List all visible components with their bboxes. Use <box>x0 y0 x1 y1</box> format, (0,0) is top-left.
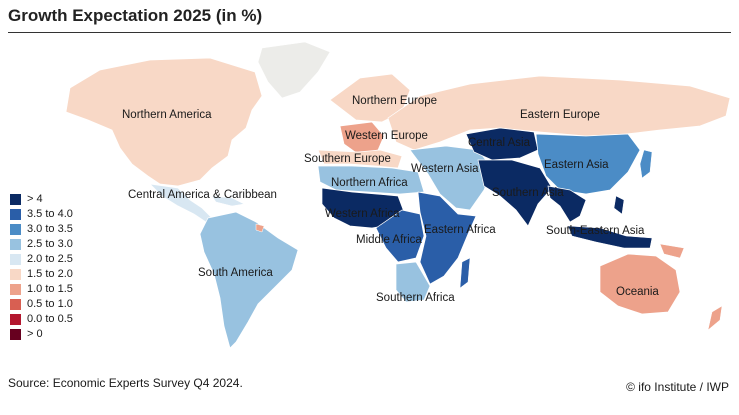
label-southern-africa: Southern Africa <box>376 292 455 304</box>
region-new-zealand <box>707 305 723 331</box>
label-eastern-asia: Eastern Asia <box>544 159 609 171</box>
legend-item: 0.0 to 0.5 <box>10 312 73 327</box>
region-northern-europe <box>329 73 411 123</box>
region-middle-africa <box>375 209 425 263</box>
legend-swatch <box>10 239 21 250</box>
legend-swatch <box>10 194 21 205</box>
region-png <box>659 243 685 259</box>
legend-label: 1.0 to 1.5 <box>27 283 73 295</box>
legend-item: 2.5 to 3.0 <box>10 237 73 252</box>
region-indonesia <box>567 225 653 249</box>
label-southern-europe: Southern Europe <box>304 153 391 165</box>
label-eastern-africa: Eastern Africa <box>424 224 496 236</box>
legend-item: 3.0 to 3.5 <box>10 222 73 237</box>
region-southern-asia <box>477 159 553 227</box>
region-japan <box>639 149 653 179</box>
legend-item: > 4 <box>10 192 73 207</box>
region-philippines <box>613 195 625 215</box>
legend-swatch <box>10 224 21 235</box>
label-western-asia: Western Asia <box>411 163 479 175</box>
label-oceania: Oceania <box>616 286 659 298</box>
label-southern-asia: Southern Asia <box>492 187 564 199</box>
label-western-europe: Western Europe <box>345 130 428 142</box>
legend-swatch <box>10 284 21 295</box>
legend-label: 3.0 to 3.5 <box>27 223 73 235</box>
region-central-asia <box>465 127 539 161</box>
legend-item: 1.0 to 1.5 <box>10 282 73 297</box>
legend-swatch <box>10 269 21 280</box>
legend-swatch <box>10 314 21 325</box>
legend-label: 0.0 to 0.5 <box>27 313 73 325</box>
legend-label: 1.5 to 2.0 <box>27 268 73 280</box>
legend-label: 0.5 to 1.0 <box>27 298 73 310</box>
label-south-eastern-asia: South-Eastern Asia <box>546 225 645 237</box>
legend-label: > 4 <box>27 193 43 205</box>
legend-item: 0.5 to 1.0 <box>10 297 73 312</box>
legend-item: 1.5 to 2.0 <box>10 267 73 282</box>
region-eastern-europe <box>387 75 731 151</box>
region-madagascar <box>459 257 471 289</box>
label-western-africa: Western Africa <box>325 208 400 220</box>
legend-label: 3.5 to 4.0 <box>27 208 73 220</box>
legend-swatch <box>10 209 21 220</box>
region-southern-africa <box>395 261 431 303</box>
label-northern-america: Northern America <box>122 109 212 121</box>
legend-label: 2.0 to 2.5 <box>27 253 73 265</box>
credit: © ifo Institute / IWP <box>626 380 729 394</box>
label-middle-africa: Middle Africa <box>356 234 422 246</box>
region-eastern-africa <box>417 191 477 285</box>
region-south-eastern-asia <box>547 185 587 223</box>
region-northern-america <box>65 57 263 187</box>
title-divider <box>8 32 731 33</box>
legend-label: > 0 <box>27 328 43 340</box>
region-eastern-asia <box>535 133 641 195</box>
legend-item: 3.5 to 4.0 <box>10 207 73 222</box>
region-greenland <box>257 41 331 99</box>
region-oceania <box>599 253 681 315</box>
legend-item: > 0 <box>10 327 73 342</box>
legend-item: 2.0 to 2.5 <box>10 252 73 267</box>
legend-swatch <box>10 329 21 340</box>
region-guiana-accent <box>255 223 265 233</box>
label-northern-africa: Northern Africa <box>331 177 408 189</box>
region-southern-europe <box>317 149 403 169</box>
chart-title: Growth Expectation 2025 (in %) <box>8 6 263 25</box>
region-south-america <box>199 211 299 349</box>
label-northern-europe: Northern Europe <box>352 95 437 107</box>
source-note: Source: Economic Experts Survey Q4 2024. <box>8 376 243 390</box>
region-northern-africa <box>317 165 425 195</box>
legend-swatch <box>10 254 21 265</box>
region-caribbean <box>211 195 245 207</box>
region-western-asia <box>409 145 493 211</box>
world-map: Northern America Central America & Carib… <box>65 41 731 349</box>
label-central-america: Central America & Caribbean <box>128 189 277 201</box>
legend-swatch <box>10 299 21 310</box>
label-eastern-europe: Eastern Europe <box>520 109 600 121</box>
label-central-asia: Central Asia <box>468 137 531 149</box>
label-south-america: South America <box>198 267 273 279</box>
legend-label: 2.5 to 3.0 <box>27 238 73 250</box>
legend: > 4 3.5 to 4.0 3.0 to 3.5 2.5 to 3.0 2.0 to … <box>10 192 73 342</box>
